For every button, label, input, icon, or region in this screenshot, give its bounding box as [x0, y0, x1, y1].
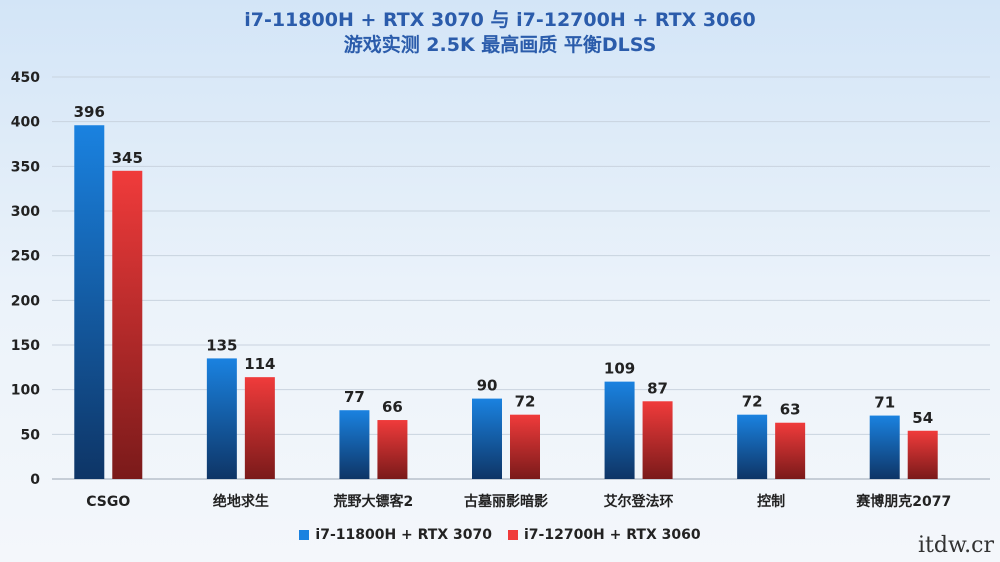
- bar-series-1: [472, 398, 502, 479]
- bar-series-2: [377, 420, 408, 479]
- legend-label-series-2: i7-12700H + RTX 3060: [524, 527, 701, 543]
- bar-series-1: [339, 410, 370, 479]
- x-tick-label: 控制: [757, 493, 785, 510]
- y-tick-label: 200: [11, 293, 40, 309]
- data-label: 345: [112, 149, 143, 167]
- data-label: 87: [647, 379, 668, 397]
- data-label: 396: [74, 103, 105, 121]
- x-tick-label: 艾尔登法环: [604, 493, 674, 510]
- x-tick-label: 古墓丽影暗影: [464, 493, 548, 510]
- legend-item-series-2: i7-12700H + RTX 3060: [508, 527, 701, 543]
- legend-label-series-1: i7-11800H + RTX 3070: [315, 527, 492, 543]
- data-label: 72: [515, 393, 536, 411]
- data-label: 135: [206, 336, 237, 354]
- legend-item-series-1: i7-11800H + RTX 3070: [299, 527, 492, 543]
- legend: i7-11800H + RTX 3070 i7-12700H + RTX 306…: [0, 527, 1000, 543]
- bar-series-1: [604, 381, 635, 479]
- x-tick-label: 绝地求生: [213, 493, 269, 510]
- y-tick-label: 150: [11, 338, 40, 354]
- x-tick-label: 赛博朋克2077: [855, 493, 951, 510]
- bar-series-2: [244, 377, 275, 479]
- bar-series-2: [642, 401, 673, 479]
- bar-series-1: [869, 415, 900, 479]
- data-label: 54: [912, 409, 933, 427]
- watermark-text: itdw.cr: [917, 533, 994, 558]
- bar-series-2: [907, 430, 938, 479]
- y-tick-label: 350: [11, 159, 40, 175]
- y-tick-label: 100: [11, 383, 40, 399]
- y-tick-label: 0: [30, 472, 40, 488]
- x-tick-label: 荒野大镖客2: [333, 493, 414, 510]
- data-label: 109: [604, 360, 635, 378]
- data-label: 114: [244, 355, 275, 373]
- bars: [74, 125, 938, 480]
- bar-series-1: [737, 414, 768, 479]
- y-tick-label: 250: [11, 249, 40, 265]
- bar-series-2: [775, 422, 806, 479]
- x-tick-label: CSGO: [86, 494, 130, 510]
- y-tick-label: 450: [11, 70, 40, 86]
- bar-series-1: [206, 358, 237, 479]
- data-label: 90: [477, 377, 498, 395]
- y-axis-ticks: 0 50 100 150 200 250 300 350 400 450: [11, 70, 40, 488]
- chart-title: i7-11800H + RTX 3070 与 i7-12700H + RTX 3…: [244, 9, 756, 31]
- data-labels: 396 345 135 114 77 66 90 72 109 87 72 63 71 54: [74, 103, 934, 427]
- bar-series-2: [112, 170, 143, 480]
- data-label: 66: [382, 398, 403, 416]
- legend-swatch-series-1: [299, 530, 310, 540]
- data-label: 72: [742, 393, 763, 411]
- bar-series-2: [510, 414, 540, 479]
- chart-subtitle: 游戏实测 2.5K 最高画质 平衡DLSS: [343, 34, 657, 56]
- y-tick-label: 50: [21, 427, 41, 443]
- x-axis-ticks: CSGO 绝地求生 荒野大镖客2 古墓丽影暗影 艾尔登法环 控制 赛博朋克2077: [86, 493, 951, 510]
- legend-swatch-series-2: [508, 530, 518, 540]
- data-label: 77: [344, 388, 365, 406]
- y-tick-label: 300: [11, 204, 40, 220]
- bar-series-1: [74, 125, 105, 480]
- data-label: 63: [780, 401, 801, 419]
- data-label: 71: [874, 394, 895, 412]
- y-tick-label: 400: [11, 115, 40, 131]
